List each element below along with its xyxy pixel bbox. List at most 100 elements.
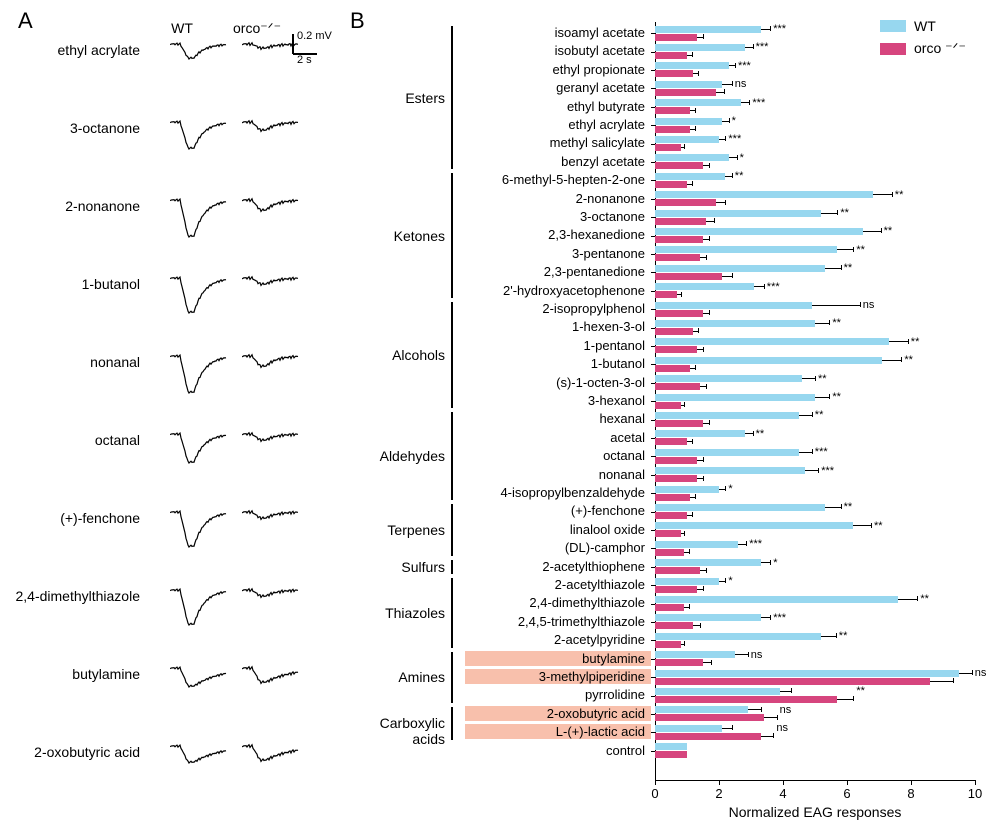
panelB-err-cap-wt (791, 688, 792, 693)
panelA-col-header-ko: orco⁻ᐟ⁻ (232, 20, 282, 37)
panelB-row-bars: *** (655, 539, 975, 557)
panelB-err-cap-ko (698, 71, 699, 76)
panelB-err-cap-ko (703, 34, 704, 39)
panelB-row-bars: * (655, 116, 975, 134)
panelB-bar-ko (655, 530, 681, 537)
panelB-sig-label: ns (751, 649, 763, 661)
panelA-trace-label: 1-butanol (0, 276, 140, 292)
panelB-x-axis: 0246810 Normalized EAG responses (655, 780, 975, 820)
panelB-row-label: ethyl butyrate (465, 99, 651, 114)
panelB-bar-ko (655, 714, 764, 721)
panelB-err-cap-ko (724, 89, 725, 94)
panelB-bar-ko (655, 291, 677, 298)
panelB-x-tick-label: 6 (843, 786, 850, 801)
panelB-err-cap-ko (692, 52, 693, 57)
panelA-trace-row: 2-nonanone (20, 192, 330, 262)
panelB-group-label: Terpenes (355, 522, 445, 538)
panelA-trace-label: nonanal (0, 354, 140, 370)
panelB-row-label: 2,3-hexanedione (465, 227, 651, 242)
panelB-err-cap-wt (881, 228, 882, 233)
panelB-group-bar (451, 707, 453, 740)
panelB-err-cap-wt (892, 192, 893, 197)
panelB-row-bars: ** (655, 502, 975, 520)
panelB-err-cap-ko (703, 347, 704, 352)
panelB-row: (s)-1-octen-3-ol** (465, 374, 975, 392)
panelB-err-cap-wt (829, 394, 830, 399)
legend-wt-label: WT (914, 18, 936, 34)
panelB-row: linalool oxide** (465, 521, 975, 539)
panelB-err-wt (799, 452, 812, 453)
panelB-bar-ko (655, 457, 697, 464)
panelB-err-cap-ko (703, 457, 704, 462)
panelB-err-cap-ko (692, 512, 693, 517)
panelB-row-label: 2,4-dimethylthiazole (465, 595, 651, 610)
panelB-row-bars: ** (655, 355, 975, 373)
panelB-err-cap-ko (689, 604, 690, 609)
panelA-trace-ko (242, 270, 302, 326)
panelB-err-cap-ko (777, 715, 778, 720)
panelB-sig-label: *** (749, 538, 762, 550)
panelB-err-cap-wt (753, 431, 754, 436)
panelB-bar-ko (655, 273, 722, 280)
panelB-err-wt (882, 360, 901, 361)
panelB-bar-wt (655, 706, 748, 713)
panelB-err-wt (722, 728, 732, 729)
panelB-bar-wt (655, 26, 761, 33)
legend-ko-label: orco ⁻ᐟ⁻ (914, 40, 966, 57)
panelB-legend: WT orco ⁻ᐟ⁻ (880, 18, 966, 63)
panelB-err-cap-wt (770, 26, 771, 31)
panelB-err-cap-ko (703, 586, 704, 591)
panelB-row-bars (655, 742, 975, 760)
panelB-sig-label: ** (818, 373, 827, 385)
panelB-row: 1-hexen-3-ol** (465, 318, 975, 336)
panelB-err-cap-wt (860, 302, 861, 307)
panelB-err-cap-wt (972, 670, 973, 675)
panelB-row-label: 2-oxobutyric acid (465, 706, 651, 721)
panelB-err-wt (889, 341, 908, 342)
panelB-err-wt (825, 507, 841, 508)
panelB-bar-ko (655, 181, 687, 188)
panelB-row: pyrrolidine** (465, 686, 975, 704)
panelB-sig-label: ns (735, 78, 747, 90)
panelB-err-cap-wt (770, 560, 771, 565)
panelB-bar-ko (655, 420, 703, 427)
panelB-err-wt (815, 397, 829, 398)
panelB-bar-wt (655, 210, 821, 217)
panelB-row-label: 2'-hydroxyacetophenone (465, 283, 651, 298)
panelB-bar-wt (655, 651, 735, 658)
panelB-row-label: 1-hexen-3-ol (465, 319, 651, 334)
panelB-row-bars: *** (655, 61, 975, 79)
panelB-err-wt (741, 102, 749, 103)
panelB-x-tick-label: 10 (968, 786, 982, 801)
panelB-row-label: ethyl propionate (465, 62, 651, 77)
panelB-row-bars: ** (655, 521, 975, 539)
panelB-row: 3-methylpiperidinens (465, 668, 975, 686)
panelB-err-wt (761, 562, 771, 563)
panelB-bar-wt (655, 173, 725, 180)
panelB-bar-wt (655, 62, 729, 69)
panelB-bar-ko (655, 696, 837, 703)
panelB-err-cap-wt (746, 541, 747, 546)
panelB-err-wt (825, 268, 841, 269)
panelB-bar-wt (655, 81, 722, 88)
panelB-row-label: octanal (465, 448, 651, 463)
panelB-err-cap-ko (773, 733, 774, 738)
panelB-err-ko (764, 717, 777, 718)
panelB-row-bars: *** (655, 466, 975, 484)
panelA-trace-wt (170, 270, 230, 326)
panelB-err-cap-wt (749, 100, 750, 105)
panelB-err-cap-ko (692, 181, 693, 186)
panelB-err-cap-wt (917, 596, 918, 601)
panelB-bar-wt (655, 154, 729, 161)
panelB-row: (+)-fenchone** (465, 502, 975, 520)
panelB-err-cap-ko (695, 494, 696, 499)
panelB-bar-ko (655, 512, 687, 519)
panelA-trace-label: octanal (0, 432, 140, 448)
panelB-row: 1-pentanol** (465, 337, 975, 355)
panelA-trace-wt (170, 504, 230, 560)
panelB-err-cap-wt (841, 504, 842, 509)
panelB-err-wt (799, 415, 812, 416)
panelB-err-cap-wt (818, 468, 819, 473)
panelB-row-label: 2-acetylthiophene (465, 559, 651, 574)
panelB-bar-wt (655, 430, 745, 437)
